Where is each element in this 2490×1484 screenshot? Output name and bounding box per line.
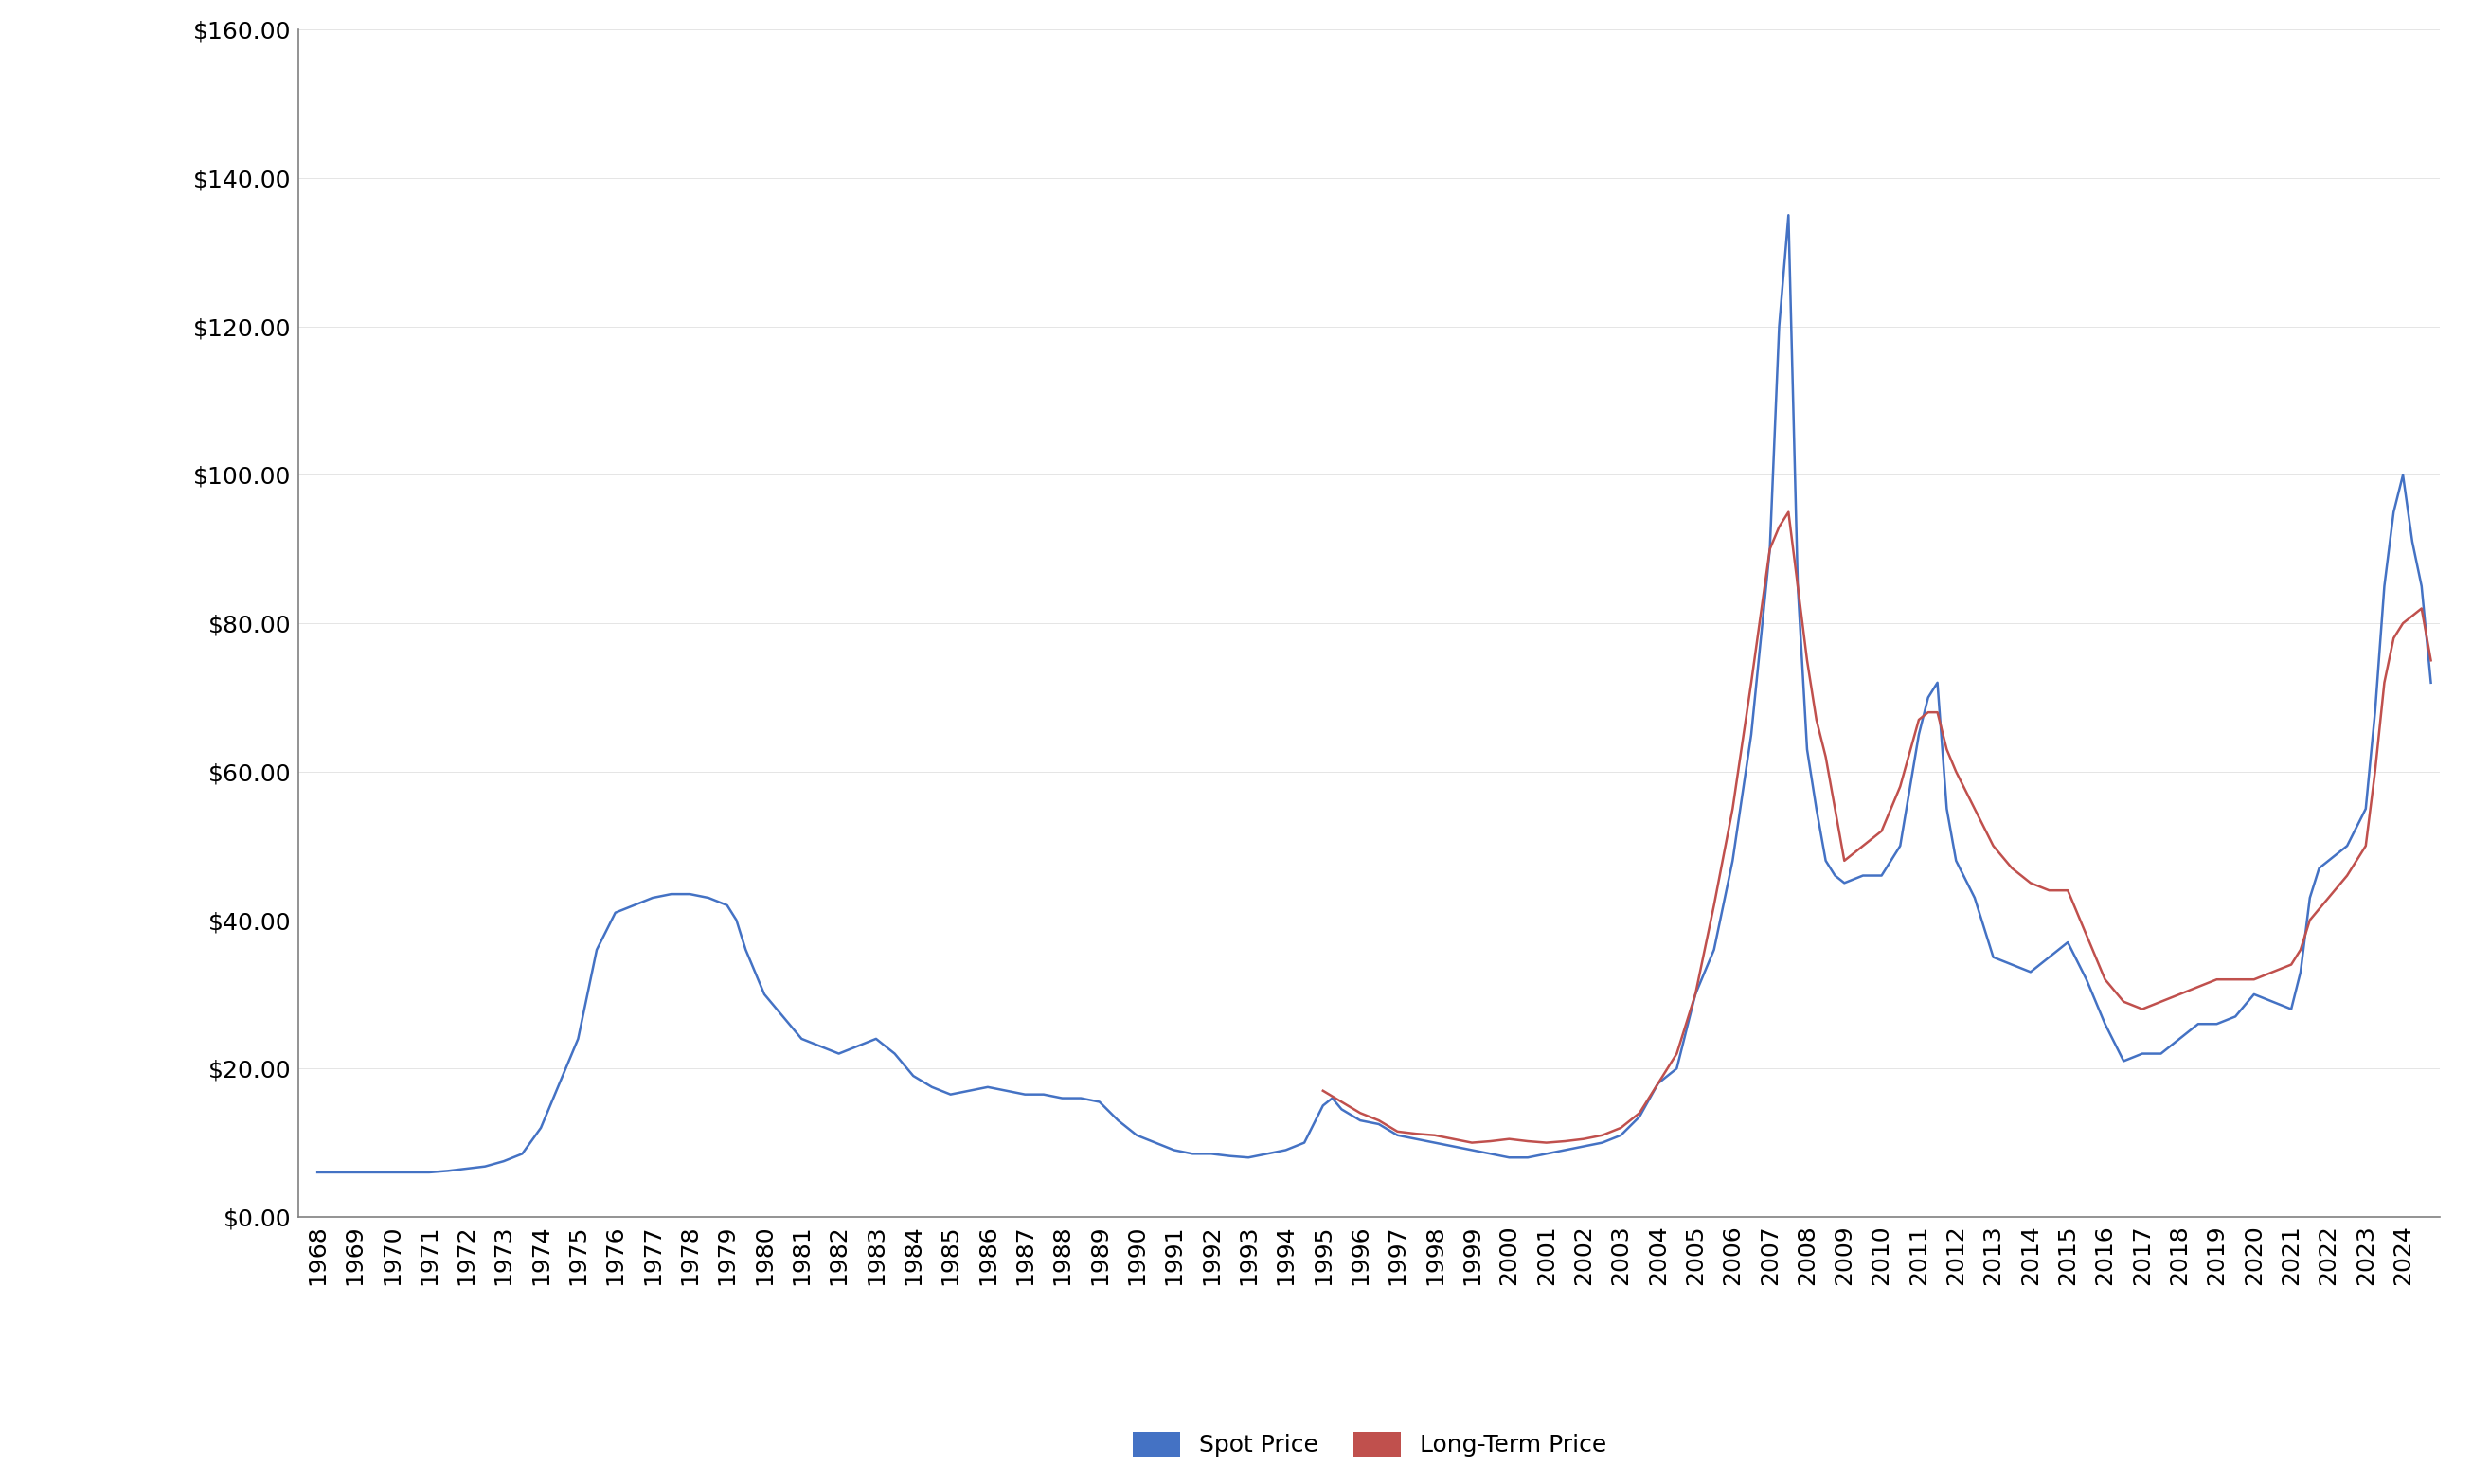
Long-Term Price (1514, 1132, 1544, 1150)
Long-Term Price (2415, 651, 2445, 669)
Spot Price (1586, 1134, 1616, 1152)
Spot Price (1773, 206, 1803, 224)
Long-Term Price (1457, 1134, 1487, 1152)
Long-Term Price (1980, 837, 2009, 855)
Line: Spot Price: Spot Price (316, 215, 2430, 1172)
Long-Term Price (1307, 1082, 1337, 1100)
Spot Price (1922, 674, 1952, 692)
Long-Term Price (2072, 926, 2102, 944)
Spot Price (1718, 852, 1748, 870)
Long-Term Price (2378, 629, 2408, 647)
Long-Term Price (2126, 1000, 2156, 1018)
Spot Price (675, 884, 705, 902)
Long-Term Price (1765, 518, 1795, 536)
Legend: Spot Price, Long-Term Price: Spot Price, Long-Term Price (1123, 1423, 1616, 1466)
Spot Price (301, 1163, 331, 1181)
Spot Price (1997, 956, 2027, 974)
Spot Price (359, 1163, 388, 1181)
Spot Price (2415, 674, 2445, 692)
Line: Long-Term Price: Long-Term Price (1322, 512, 2430, 1143)
Long-Term Price (1773, 503, 1803, 521)
